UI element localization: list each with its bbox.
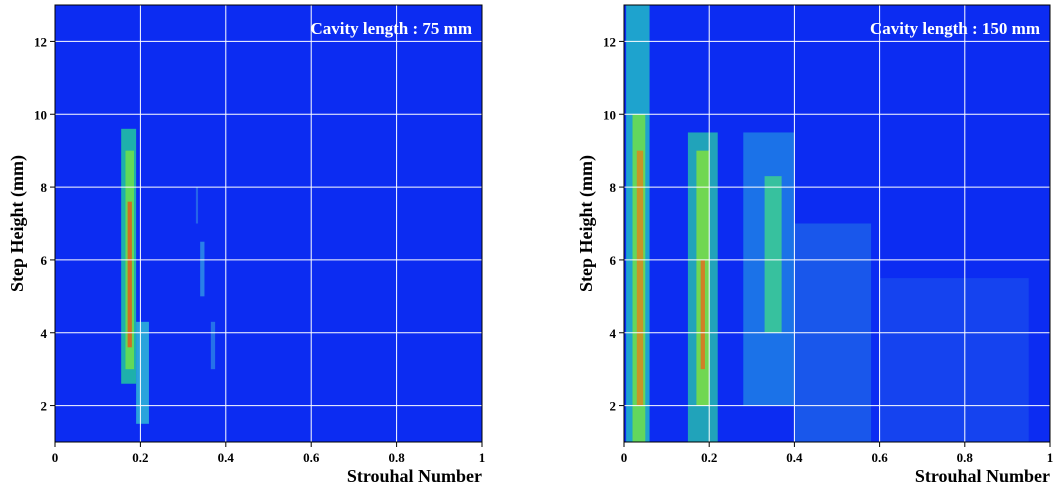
ridge [127, 201, 132, 348]
ridge [764, 176, 782, 333]
ridge [879, 278, 1029, 442]
x-tick-label: 0 [621, 450, 628, 465]
x-tick-label: 0.6 [871, 450, 888, 465]
x-tick-label: 0.2 [701, 450, 717, 465]
ridge [210, 321, 216, 370]
x-axis-label: Strouhal Number [347, 466, 482, 486]
x-axis-label: Strouhal Number [915, 466, 1050, 486]
y-axis-label: Step Height (mm) [7, 155, 28, 292]
ridge [136, 321, 149, 424]
x-tick-label: 1 [479, 450, 486, 465]
plot-background [55, 5, 482, 442]
ridge [200, 241, 205, 297]
y-tick-label: 8 [41, 180, 48, 195]
x-tick-label: 1 [1047, 450, 1054, 465]
y-axis-label: Step Height (mm) [576, 155, 597, 292]
x-tick-label: 0.8 [388, 450, 405, 465]
annotation: Cavity length : 75 mm [311, 19, 472, 38]
x-tick-label: 0.6 [303, 450, 320, 465]
x-tick-label: 0.4 [218, 450, 235, 465]
x-tick-label: 0 [52, 450, 59, 465]
x-tick-label: 0.8 [957, 450, 974, 465]
y-tick-label: 12 [34, 34, 47, 49]
ridge [700, 259, 705, 370]
ridge [636, 150, 644, 406]
y-tick-label: 2 [610, 399, 617, 414]
y-tick-label: 6 [610, 253, 617, 268]
annotation: Cavity length : 150 mm [870, 19, 1040, 38]
x-tick-label: 0.4 [786, 450, 803, 465]
ridge [195, 187, 199, 224]
x-tick-label: 0.2 [132, 450, 148, 465]
y-tick-label: 10 [34, 107, 47, 122]
y-tick-label: 4 [610, 326, 617, 341]
plot-frame [623, 4, 1051, 443]
y-tick-label: 12 [603, 34, 616, 49]
y-tick-label: 6 [41, 253, 48, 268]
y-tick-label: 2 [41, 399, 48, 414]
plot-frame [54, 4, 483, 443]
y-tick-label: 10 [603, 107, 616, 122]
y-tick-label: 8 [610, 180, 617, 195]
y-tick-label: 4 [41, 326, 48, 341]
